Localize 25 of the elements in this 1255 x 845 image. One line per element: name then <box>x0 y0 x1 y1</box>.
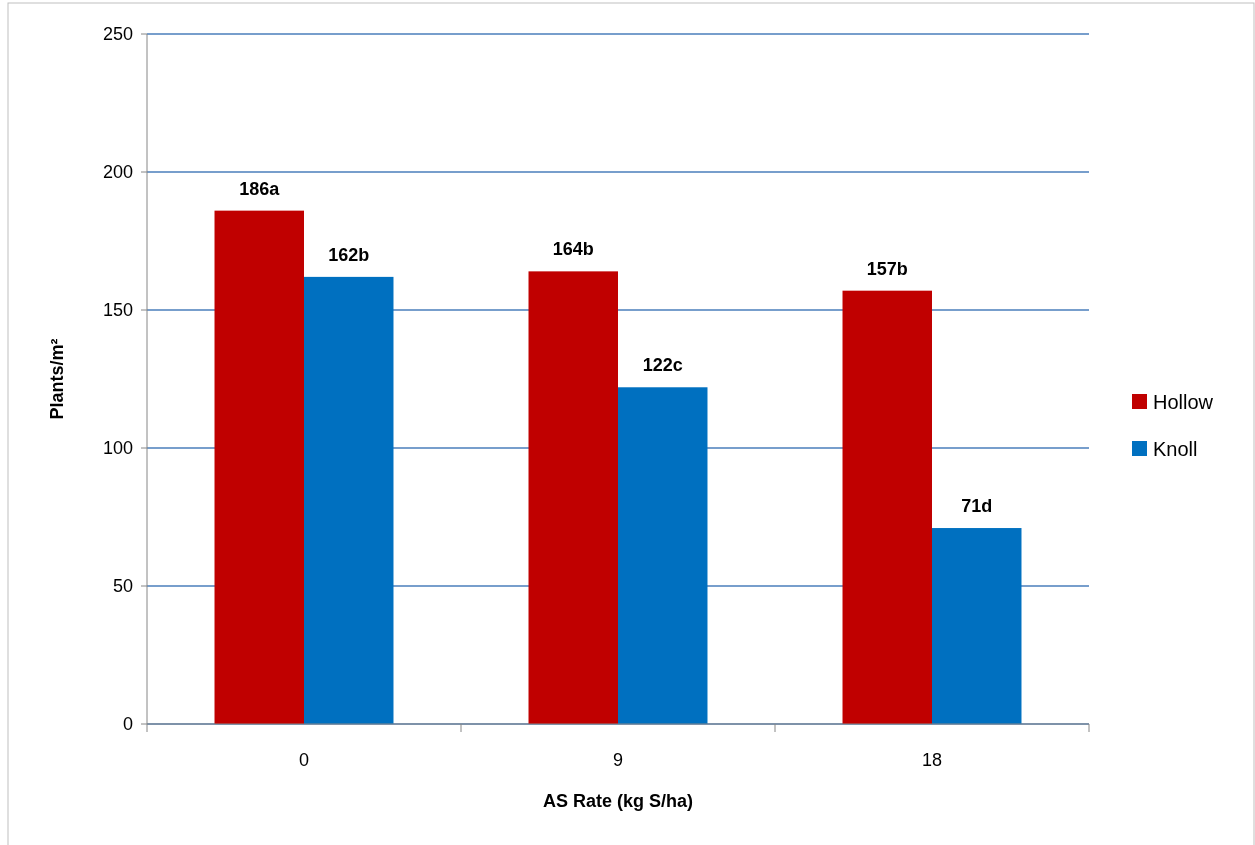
x-axis-title: AS Rate (kg S/ha) <box>542 791 694 811</box>
y-axis-title: Plants/m² <box>47 338 67 420</box>
data-label: 71d <box>961 496 993 517</box>
data-label: 157b <box>866 258 908 279</box>
data-label: 122c <box>642 355 683 376</box>
bar <box>842 290 932 724</box>
x-tick-label: 0 <box>298 750 310 770</box>
bar <box>214 210 304 724</box>
bar <box>304 276 394 724</box>
bar <box>528 271 618 724</box>
x-tick-label: 18 <box>921 750 943 770</box>
data-label: 164b <box>552 239 594 260</box>
x-tick-label: 9 <box>612 750 624 770</box>
y-tick-label: 50 <box>112 576 133 597</box>
y-tick-label: 150 <box>102 300 133 321</box>
legend-label: Hollow <box>1153 391 1214 413</box>
legend-label: Knoll <box>1153 438 1198 460</box>
data-label: 186a <box>239 178 281 199</box>
y-tick-label: 100 <box>102 438 133 459</box>
y-tick-label: 200 <box>102 162 133 183</box>
y-tick-label: 250 <box>102 24 133 45</box>
data-label: 162b <box>328 244 370 265</box>
bar <box>932 528 1022 724</box>
y-tick-label: 0 <box>122 714 133 735</box>
bar <box>618 387 708 724</box>
